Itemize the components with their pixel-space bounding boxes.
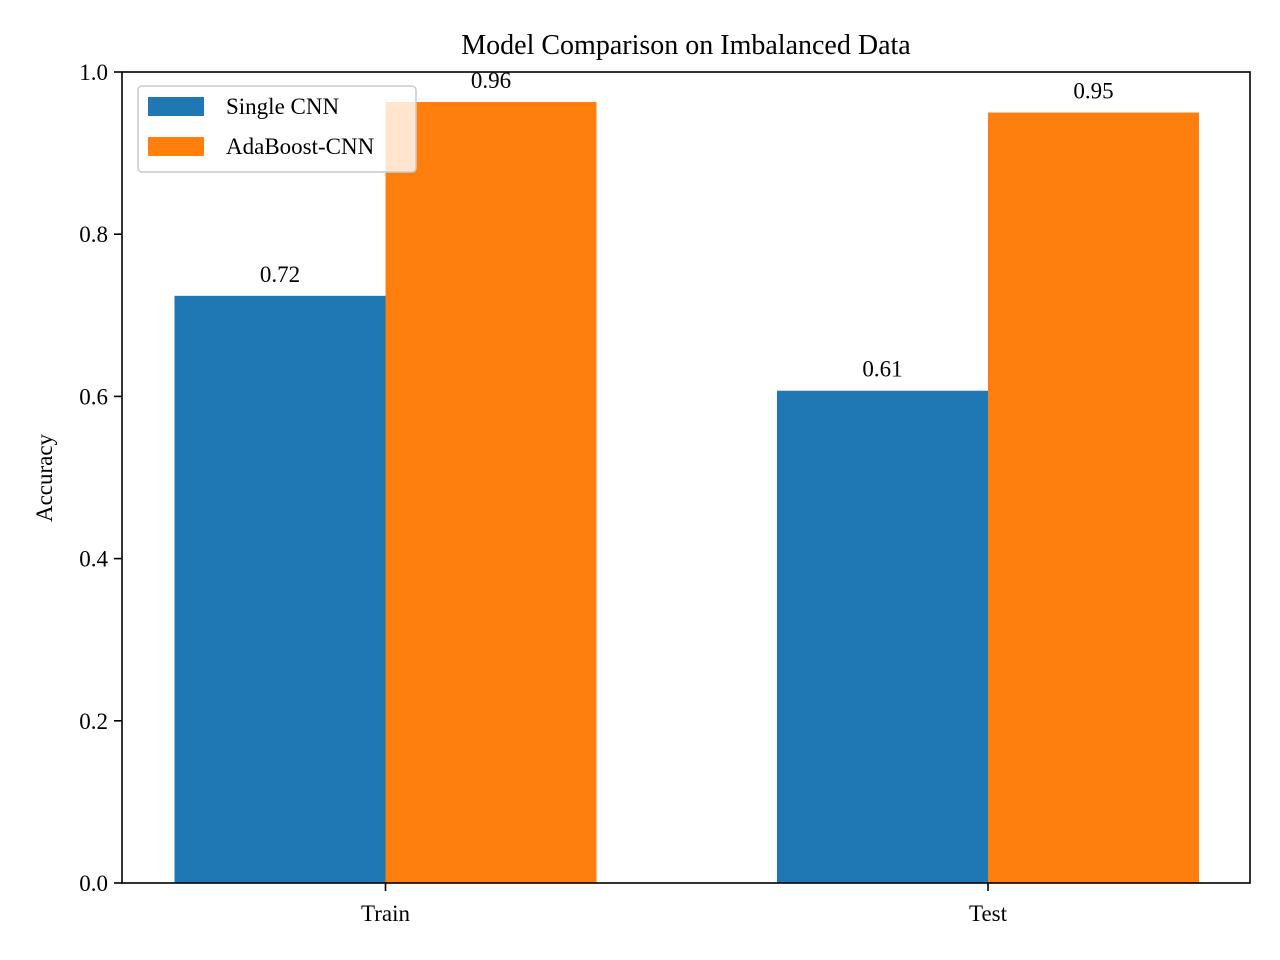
bar-value-label: 0.72 (260, 262, 300, 287)
bar-adaboost-cnn-test (988, 112, 1199, 884)
legend-box (137, 85, 417, 173)
y-ticks-group: 0.0 0.2 0.4 0.6 0.8 1.0 (79, 60, 122, 896)
chart-title: Model Comparison on Imbalanced Data (461, 30, 911, 61)
y-tick-label: 1.0 (79, 60, 108, 85)
bar-single-cnn-train (174, 295, 386, 883)
legend-swatch (148, 137, 204, 156)
legend: Single CNN AdaBoost-CNN (137, 85, 417, 173)
y-axis-label: Accuracy (32, 433, 57, 522)
bar-value-label: 0.95 (1073, 79, 1113, 104)
legend-swatch (148, 97, 204, 116)
x-tick-label: Train (361, 901, 410, 926)
y-tick-label: 0.0 (79, 871, 108, 896)
y-tick-label: 0.2 (79, 709, 108, 734)
bar-value-label: 0.61 (862, 357, 902, 382)
y-tick-label: 0.8 (79, 222, 108, 247)
y-tick-label: 0.6 (79, 384, 108, 409)
bar-labels-group: 0.720.610.96 0.95 (260, 68, 1114, 382)
x-tick-label: Test (969, 901, 1008, 926)
x-ticks-group: Train Test (361, 883, 1008, 926)
bars-group (174, 102, 1199, 884)
legend-label: AdaBoost-CNN (226, 134, 375, 159)
y-tick-label: 0.4 (79, 547, 108, 572)
bar-single-cnn-test (777, 390, 988, 883)
bar-adaboost-cnn-train (385, 102, 597, 883)
plot-frame (121, 71, 1251, 884)
legend-label: Single CNN (226, 94, 339, 119)
